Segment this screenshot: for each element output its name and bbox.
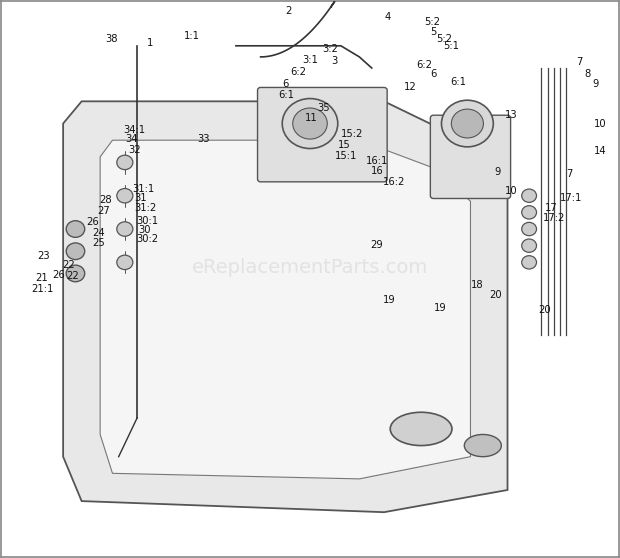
Circle shape bbox=[521, 206, 536, 219]
Circle shape bbox=[451, 109, 484, 138]
Text: 8: 8 bbox=[585, 69, 591, 79]
Text: 26: 26 bbox=[87, 218, 99, 227]
Ellipse shape bbox=[464, 435, 502, 456]
Text: 15:2: 15:2 bbox=[341, 128, 363, 138]
Text: 16:2: 16:2 bbox=[383, 177, 405, 187]
Polygon shape bbox=[63, 102, 508, 512]
Text: 25: 25 bbox=[93, 238, 105, 248]
Text: 3:1: 3:1 bbox=[303, 55, 319, 65]
Text: 3: 3 bbox=[332, 56, 338, 66]
Text: 4: 4 bbox=[384, 12, 391, 22]
FancyBboxPatch shape bbox=[257, 88, 387, 182]
Text: 29: 29 bbox=[371, 239, 383, 249]
Text: 21: 21 bbox=[35, 273, 48, 283]
Text: 21:1: 21:1 bbox=[31, 284, 53, 294]
FancyBboxPatch shape bbox=[430, 115, 511, 199]
Text: 34: 34 bbox=[125, 134, 138, 144]
Circle shape bbox=[117, 222, 133, 236]
Circle shape bbox=[521, 256, 536, 269]
Text: 33: 33 bbox=[198, 134, 210, 144]
Text: 6:2: 6:2 bbox=[416, 60, 432, 70]
Text: 14: 14 bbox=[594, 146, 606, 156]
Circle shape bbox=[117, 255, 133, 270]
Circle shape bbox=[521, 189, 536, 203]
Circle shape bbox=[66, 265, 85, 282]
Circle shape bbox=[521, 239, 536, 252]
Text: 3:2: 3:2 bbox=[322, 44, 339, 54]
Text: 9: 9 bbox=[593, 79, 599, 89]
Text: 1: 1 bbox=[146, 38, 153, 48]
Text: 12: 12 bbox=[404, 83, 417, 93]
Circle shape bbox=[441, 100, 494, 147]
Text: 2: 2 bbox=[285, 6, 291, 16]
Text: 20: 20 bbox=[489, 290, 502, 300]
Text: 27: 27 bbox=[97, 206, 110, 217]
Text: 17:2: 17:2 bbox=[543, 213, 565, 223]
Text: 5: 5 bbox=[430, 27, 436, 37]
Text: 16: 16 bbox=[371, 166, 383, 176]
Text: 5:2: 5:2 bbox=[424, 17, 440, 27]
Text: 26: 26 bbox=[52, 270, 64, 280]
Text: 19: 19 bbox=[383, 295, 396, 305]
Text: 28: 28 bbox=[99, 195, 112, 205]
Text: 15: 15 bbox=[338, 140, 350, 150]
Text: 17: 17 bbox=[544, 203, 557, 213]
Text: 17:1: 17:1 bbox=[560, 194, 582, 204]
Text: 32: 32 bbox=[128, 145, 141, 155]
Text: 6:1: 6:1 bbox=[451, 77, 467, 87]
Text: 24: 24 bbox=[93, 228, 105, 238]
Text: 30:2: 30:2 bbox=[136, 234, 158, 244]
Text: 6:2: 6:2 bbox=[290, 68, 306, 78]
Text: 7: 7 bbox=[577, 57, 583, 68]
Text: 15:1: 15:1 bbox=[335, 151, 357, 161]
Text: 16:1: 16:1 bbox=[366, 156, 388, 166]
Text: 19: 19 bbox=[433, 303, 446, 313]
Text: 31:1: 31:1 bbox=[132, 184, 154, 194]
Text: 35: 35 bbox=[317, 103, 330, 113]
Text: 9: 9 bbox=[494, 167, 500, 177]
Text: 13: 13 bbox=[505, 110, 517, 120]
Text: 31: 31 bbox=[134, 194, 147, 204]
Text: 7: 7 bbox=[566, 169, 572, 179]
Circle shape bbox=[117, 189, 133, 203]
Circle shape bbox=[66, 243, 85, 259]
Circle shape bbox=[521, 223, 536, 235]
Text: 5:1: 5:1 bbox=[443, 41, 459, 51]
Text: 20: 20 bbox=[538, 305, 551, 315]
Text: 1:1: 1:1 bbox=[184, 31, 200, 41]
Circle shape bbox=[117, 155, 133, 170]
Text: 22: 22 bbox=[66, 271, 79, 281]
Text: 6:1: 6:1 bbox=[278, 90, 294, 100]
Text: 22: 22 bbox=[62, 260, 74, 270]
Text: 18: 18 bbox=[471, 280, 483, 290]
Text: 6: 6 bbox=[430, 69, 436, 79]
Circle shape bbox=[282, 99, 338, 148]
Text: 38: 38 bbox=[105, 34, 118, 44]
Text: 30: 30 bbox=[138, 225, 151, 235]
Text: 5:2: 5:2 bbox=[436, 34, 453, 44]
Text: eReplacementParts.com: eReplacementParts.com bbox=[192, 258, 428, 277]
Circle shape bbox=[293, 108, 327, 139]
Ellipse shape bbox=[390, 412, 452, 446]
Text: 10: 10 bbox=[505, 186, 517, 196]
Polygon shape bbox=[100, 140, 471, 479]
Text: 10: 10 bbox=[594, 118, 606, 128]
Text: 30:1: 30:1 bbox=[136, 216, 158, 225]
Text: 11: 11 bbox=[305, 113, 318, 123]
Text: 31:2: 31:2 bbox=[134, 203, 156, 213]
Text: 34:1: 34:1 bbox=[123, 125, 146, 135]
Text: 23: 23 bbox=[37, 251, 50, 261]
Circle shape bbox=[66, 221, 85, 237]
Text: 6: 6 bbox=[282, 79, 288, 89]
